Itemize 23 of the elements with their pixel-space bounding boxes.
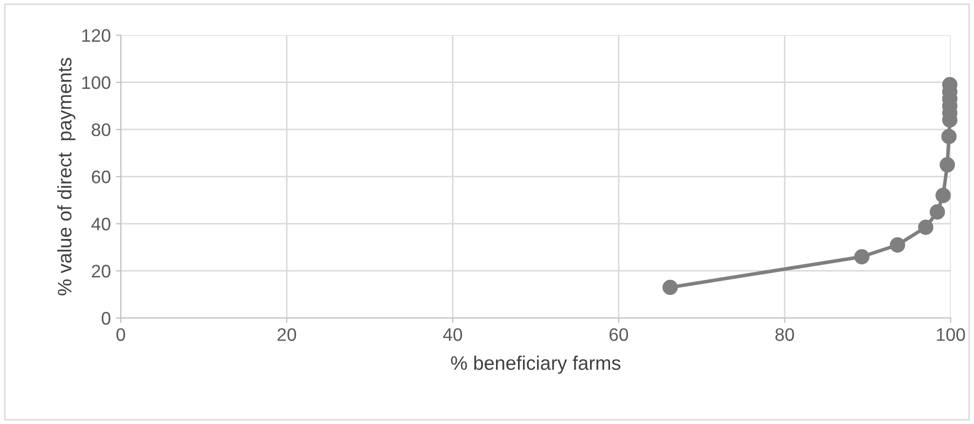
point	[890, 237, 906, 253]
point	[936, 188, 951, 204]
point	[940, 157, 955, 172]
point	[930, 204, 945, 220]
y-tick-label: 120	[82, 29, 110, 42]
y-tick-label: 60	[92, 170, 110, 184]
x-tick-label: 60	[610, 328, 628, 341]
x-tick-label: 0	[116, 328, 126, 341]
x-tick-label: 20	[278, 328, 296, 341]
point	[941, 128, 957, 144]
x-axis-title: % beneficiary farms	[451, 356, 620, 374]
y-axis-title: % value of direct payments	[57, 58, 76, 296]
point	[918, 220, 934, 235]
point	[854, 249, 870, 264]
y-tick-label: 0	[102, 312, 110, 325]
x-tick-label: 80	[775, 328, 794, 341]
y-tick-label: 100	[82, 76, 110, 90]
y-tick-label: 80	[92, 123, 110, 136]
y-tick-label: 20	[92, 264, 110, 278]
x-tick-label: 40	[443, 328, 462, 341]
y-tick-label: 40	[91, 218, 110, 230]
x-tick-label: 100	[936, 328, 965, 341]
point	[662, 280, 678, 295]
